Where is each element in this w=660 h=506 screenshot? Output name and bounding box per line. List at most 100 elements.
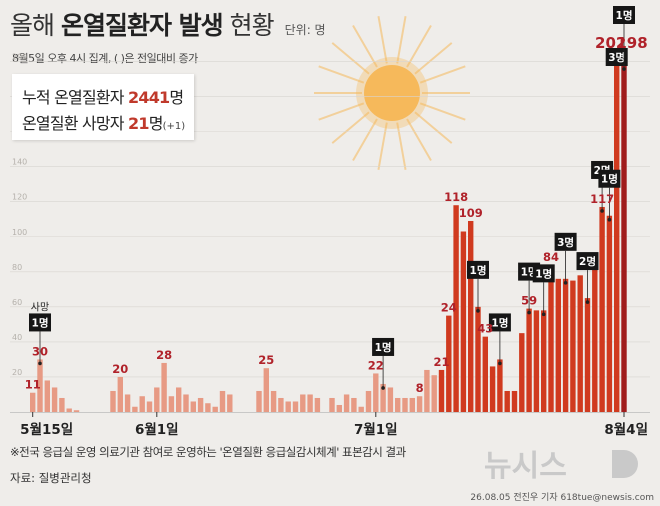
- title-strong: 온열질환자 발생: [60, 11, 224, 40]
- marker-dot: [563, 281, 568, 285]
- y-tick-label: 120: [12, 193, 27, 202]
- bar: [468, 220, 474, 412]
- bar: [285, 401, 291, 412]
- chart-title: 올해 온열질환자 발생 현황 단위: 명: [10, 6, 326, 42]
- bar: [373, 373, 379, 412]
- marker-dot: [476, 309, 480, 313]
- death-count-label: 1명: [491, 316, 508, 329]
- bar: [329, 397, 335, 412]
- bar: [30, 392, 36, 412]
- sun-ray: [406, 118, 432, 162]
- bar: [183, 394, 189, 412]
- death-count-label: 1명: [470, 264, 487, 277]
- sun-ray: [352, 118, 378, 162]
- bar: [592, 259, 598, 412]
- death-prefix-label: 사망: [31, 301, 49, 313]
- marker-dot: [38, 361, 42, 366]
- data-label: 43: [477, 322, 493, 336]
- death-marker-box: [29, 313, 51, 332]
- data-label: 8: [416, 381, 424, 395]
- bar: [300, 394, 306, 412]
- sun-disc: [364, 65, 420, 121]
- data-label: 28: [156, 348, 172, 362]
- death-count-label: 1명: [375, 341, 392, 354]
- cumulative-value: 2441: [128, 88, 170, 107]
- sun-ray: [352, 24, 378, 68]
- bar: [606, 215, 613, 412]
- marker-dot: [607, 217, 612, 222]
- bar: [37, 359, 43, 412]
- bar: [526, 308, 532, 412]
- death-marker-box: [372, 337, 395, 356]
- bar: [307, 394, 313, 412]
- bar: [66, 408, 72, 412]
- deaths-unit: 명: [148, 114, 164, 133]
- bar: [395, 397, 401, 412]
- newsis-logo: 뉴시스: [484, 449, 638, 484]
- bar: [314, 397, 321, 412]
- data-label: 117: [590, 192, 614, 206]
- bar: [124, 394, 131, 412]
- death-marker-box: [605, 48, 628, 66]
- y-tick-label: 60: [12, 298, 22, 307]
- bar-chart: 20406080100120140160180200 사망1명1명1명1명1명1…: [10, 6, 650, 438]
- bar: [336, 404, 342, 412]
- bar: [132, 406, 138, 412]
- data-label: 11: [25, 378, 41, 392]
- bar: [577, 275, 583, 412]
- bar: [168, 396, 175, 412]
- death-marker-box: [598, 169, 621, 188]
- death-marker-box: [576, 252, 599, 271]
- bar: [584, 298, 591, 412]
- sun-ray: [396, 16, 407, 64]
- bar: [270, 390, 277, 412]
- sun-ray: [331, 42, 370, 75]
- death-marker-box: [488, 313, 511, 332]
- data-label: 84: [543, 250, 559, 264]
- bar: [161, 362, 167, 412]
- y-tick-label: 80: [12, 263, 22, 272]
- sun-ray: [396, 122, 407, 170]
- bar: [482, 336, 488, 412]
- death-marker-box: [467, 260, 489, 279]
- death-count-label: 2명: [579, 255, 596, 268]
- bar: [343, 394, 350, 412]
- bar: [431, 375, 437, 412]
- bar: [548, 264, 554, 412]
- stats-box: 누적 온열질환자 2441명 온열질환 사망자 21명(+1): [12, 74, 194, 140]
- death-count-label: 3명: [608, 51, 625, 64]
- bar: [460, 231, 467, 412]
- marker-dot: [527, 310, 531, 315]
- deaths-value: 21: [128, 114, 149, 133]
- sun-ray: [377, 16, 388, 64]
- bar: [621, 65, 627, 413]
- data-label: 22: [368, 358, 384, 372]
- y-tick-label: 200: [12, 53, 27, 62]
- bar: [59, 397, 65, 412]
- data-label: 59: [521, 294, 537, 308]
- bar: [475, 306, 481, 412]
- bar: [504, 390, 510, 412]
- marker-dot: [541, 312, 546, 317]
- bar: [263, 368, 269, 412]
- bar: [497, 359, 503, 412]
- sun-ray: [318, 65, 365, 84]
- source: 자료: 질병관리청: [10, 471, 92, 485]
- bar: [227, 394, 233, 412]
- data-label: 198: [616, 34, 647, 52]
- y-tick-label: 20: [12, 368, 22, 377]
- bar: [73, 410, 80, 412]
- bar: [358, 406, 364, 412]
- marker-dot: [381, 386, 385, 390]
- marker-dot: [600, 209, 604, 213]
- death-markers: 사망1명1명1명1명1명1명3명2명2명1명3명1명: [29, 6, 635, 390]
- sun-ray: [414, 42, 453, 75]
- bar: [402, 397, 408, 412]
- sun-ray: [318, 102, 365, 121]
- data-label: 30: [32, 344, 48, 358]
- sun-ray: [406, 24, 432, 68]
- bar: [409, 397, 415, 412]
- data-label: 24: [441, 301, 457, 315]
- death-count-label: 1명: [32, 316, 49, 329]
- bar: [453, 205, 459, 412]
